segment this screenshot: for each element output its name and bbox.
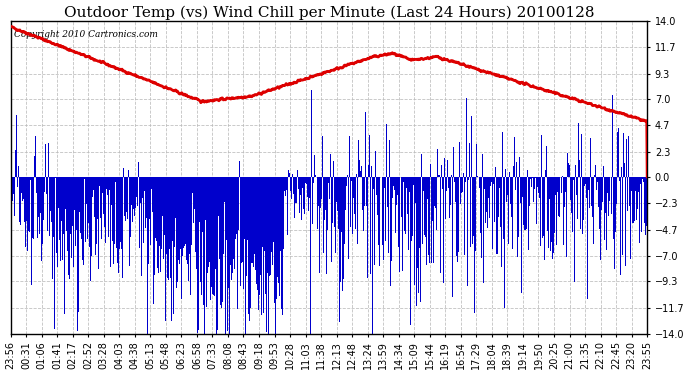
Title: Outdoor Temp (vs) Wind Chill per Minute (Last 24 Hours) 20100128: Outdoor Temp (vs) Wind Chill per Minute …: [63, 6, 594, 20]
Text: Copyright 2010 Cartronics.com: Copyright 2010 Cartronics.com: [14, 30, 157, 39]
